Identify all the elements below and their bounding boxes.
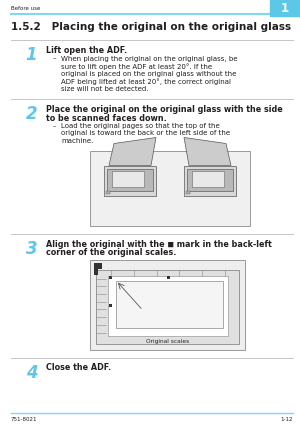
Bar	[94, 263, 102, 269]
Bar	[104, 165, 156, 196]
Text: 1.5.2   Placing the original on the original glass: 1.5.2 Placing the original on the origin…	[11, 22, 291, 32]
Text: –: –	[52, 123, 56, 129]
Text: Original scales: Original scales	[146, 338, 189, 343]
Text: original is toward the back or the left side of the: original is toward the back or the left …	[61, 130, 231, 136]
Text: 4: 4	[26, 363, 37, 382]
Text: 2: 2	[26, 105, 37, 123]
Bar	[112, 170, 144, 187]
Bar	[184, 165, 236, 196]
Bar	[106, 190, 110, 193]
Polygon shape	[109, 138, 156, 165]
Text: 751-8021: 751-8021	[11, 417, 37, 422]
Bar	[192, 170, 224, 187]
Text: Lift open the ADF.: Lift open the ADF.	[46, 46, 128, 55]
Text: corner of the original scales.: corner of the original scales.	[46, 248, 177, 257]
Text: Place the original on the original glass with the side: Place the original on the original glass…	[46, 105, 283, 114]
Text: sure to lift open the ADF at least 20°. If the: sure to lift open the ADF at least 20°. …	[61, 63, 213, 70]
Bar	[167, 276, 170, 279]
Text: size will not be detected.: size will not be detected.	[61, 85, 149, 91]
Bar	[108, 275, 228, 335]
Bar	[90, 260, 245, 349]
Text: original is placed on the original glass without the: original is placed on the original glass…	[61, 71, 237, 76]
Text: machine.: machine.	[61, 138, 94, 144]
Text: Align the original with the ◼ mark in the back-left: Align the original with the ◼ mark in th…	[46, 240, 272, 249]
Bar	[94, 263, 98, 275]
Text: 1: 1	[281, 2, 289, 14]
Text: Load the original pages so that the top of the: Load the original pages so that the top …	[61, 123, 220, 129]
Bar	[109, 304, 112, 307]
Bar	[187, 168, 233, 190]
Text: 3: 3	[26, 240, 37, 258]
Bar	[109, 276, 112, 279]
Text: Before use: Before use	[11, 6, 40, 11]
Text: 1-12: 1-12	[280, 417, 292, 422]
Text: ADF being lifted at least 20°, the correct original: ADF being lifted at least 20°, the corre…	[61, 78, 232, 85]
Bar	[96, 269, 239, 343]
Polygon shape	[184, 138, 231, 165]
Text: 1: 1	[26, 46, 37, 64]
Bar	[107, 168, 153, 190]
Bar	[270, 0, 300, 16]
Bar	[186, 190, 190, 193]
Text: Close the ADF.: Close the ADF.	[46, 363, 112, 372]
Bar	[90, 150, 250, 226]
Polygon shape	[116, 280, 223, 328]
Text: to be scanned faces down.: to be scanned faces down.	[46, 113, 167, 122]
Text: When placing the original on the original glass, be: When placing the original on the origina…	[61, 56, 238, 62]
Text: –: –	[52, 56, 56, 62]
